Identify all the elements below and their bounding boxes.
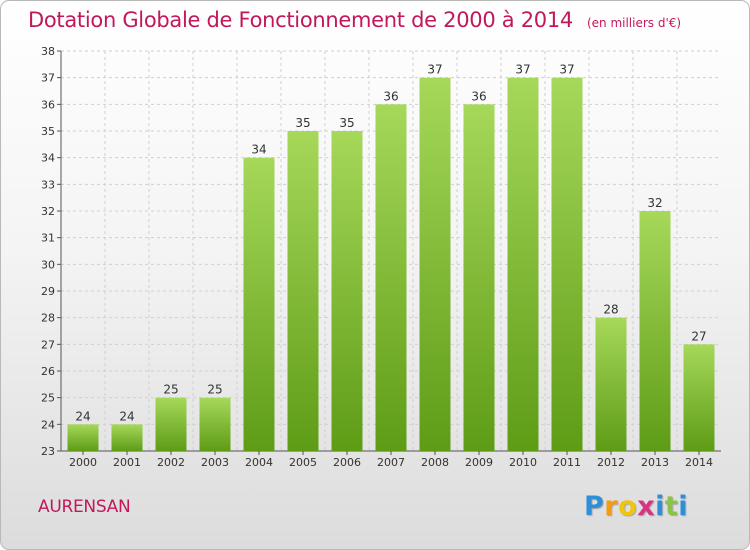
x-tick-label: 2001 — [113, 456, 141, 469]
bar-2003 — [199, 397, 231, 451]
bar-2010 — [507, 77, 539, 452]
bar-value-label: 36 — [471, 89, 486, 103]
bar-value-label: 37 — [559, 63, 574, 77]
bars — [67, 77, 715, 452]
bar-value-labels: 24 24 25 25 34 35 35 36 37 36 37 37 28 32 27 — [75, 63, 706, 424]
logo-letter: i — [655, 491, 665, 522]
x-tick-label: 2011 — [553, 456, 581, 469]
x-tick-label: 2006 — [333, 456, 361, 469]
bar-2007 — [375, 104, 407, 451]
y-tick-label: 23 — [41, 445, 55, 458]
x-tick-label: 2005 — [289, 456, 317, 469]
chart-subtitle: (en milliers d'€) — [586, 16, 682, 30]
x-tick-label: 2013 — [641, 456, 669, 469]
x-tick-label: 2003 — [201, 456, 229, 469]
bar-2013 — [639, 211, 671, 451]
bar-2009 — [463, 104, 495, 451]
commune-name: AURENSAN — [38, 497, 131, 517]
bar-2014 — [683, 344, 715, 451]
x-tick-label: 2012 — [597, 456, 625, 469]
x-tick-label: 2004 — [245, 456, 273, 469]
bar-2011 — [551, 77, 583, 452]
y-tick-label: 26 — [41, 365, 55, 378]
bar-value-label: 35 — [339, 116, 354, 130]
bar-2001 — [111, 424, 143, 451]
x-tick-label: 2009 — [465, 456, 493, 469]
x-tick-label: 2002 — [157, 456, 185, 469]
y-tick-label: 36 — [41, 98, 55, 111]
y-tick-label: 33 — [41, 178, 55, 191]
y-tick-label: 38 — [41, 45, 55, 58]
bar-2000 — [67, 424, 99, 451]
y-tick-label: 27 — [41, 338, 55, 351]
logo-letter: i — [678, 491, 689, 522]
bar-value-label: 37 — [515, 63, 530, 77]
y-tick-label: 31 — [41, 232, 55, 245]
x-tick-labels: 2000 2001 2002 2003 2004 2005 2006 2007 2008 2009… — [69, 456, 713, 469]
y-tick-label: 34 — [41, 152, 55, 165]
y-tick-label: 24 — [41, 418, 55, 431]
bar-value-label: 25 — [207, 383, 222, 397]
bar-value-label: 27 — [691, 329, 706, 343]
bar-2002 — [155, 397, 187, 451]
bar-2008 — [419, 77, 451, 452]
title-row: Dotation Globale de Fonctionnement de 20… — [28, 8, 681, 32]
logo-letter: t — [664, 491, 679, 522]
bar-value-label: 37 — [427, 63, 442, 77]
x-tick-label: 2008 — [421, 456, 449, 469]
bar-value-label: 25 — [163, 383, 178, 397]
bar-2004 — [243, 157, 275, 451]
bar-value-label: 32 — [647, 196, 662, 210]
y-tick-label: 35 — [41, 125, 55, 138]
bar-value-label: 34 — [251, 143, 266, 157]
logo-letter: P — [584, 491, 605, 522]
y-tick-labels: 23 24 25 26 27 28 29 30 31 32 33 34 35 36 37 38 — [41, 45, 55, 458]
y-tick-label: 28 — [41, 312, 55, 325]
y-tick-label: 29 — [41, 285, 55, 298]
bar-2006 — [331, 131, 363, 451]
x-tick-label: 2010 — [509, 456, 537, 469]
chart-title: Dotation Globale de Fonctionnement de 20… — [28, 8, 573, 32]
proxiti-logo[interactable]: Proxiti — [584, 491, 688, 522]
logo-letter: o — [618, 491, 638, 522]
y-tick-label: 32 — [41, 205, 55, 218]
bar-2005 — [287, 131, 319, 451]
bar-value-label: 35 — [295, 116, 310, 130]
y-tick-label: 30 — [41, 258, 55, 271]
x-tick-label: 2014 — [685, 456, 713, 469]
bar-2012 — [595, 317, 627, 451]
bar-value-label: 24 — [75, 409, 90, 423]
bar-value-label: 24 — [119, 409, 134, 423]
y-tick-label: 25 — [41, 392, 55, 405]
y-tick-label: 37 — [41, 72, 55, 85]
logo-letter: r — [604, 491, 619, 522]
x-tick-label: 2007 — [377, 456, 405, 469]
bar-value-label: 36 — [383, 89, 398, 103]
x-tick-label: 2000 — [69, 456, 97, 469]
bar-value-label: 28 — [603, 303, 618, 317]
logo-letter: x — [637, 491, 656, 522]
